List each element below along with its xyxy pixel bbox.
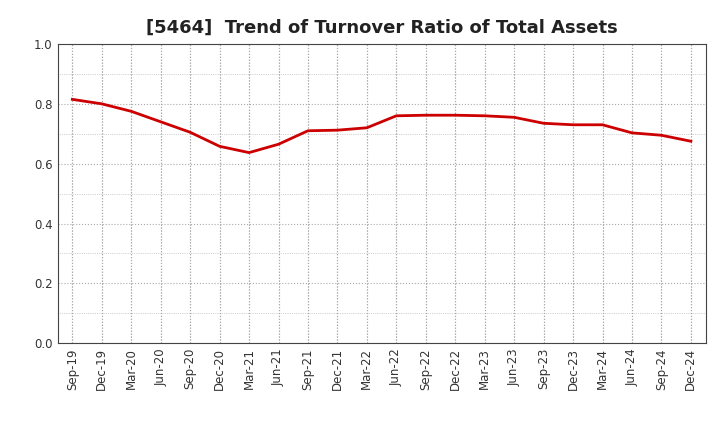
- Title: [5464]  Trend of Turnover Ratio of Total Assets: [5464] Trend of Turnover Ratio of Total …: [145, 19, 618, 37]
